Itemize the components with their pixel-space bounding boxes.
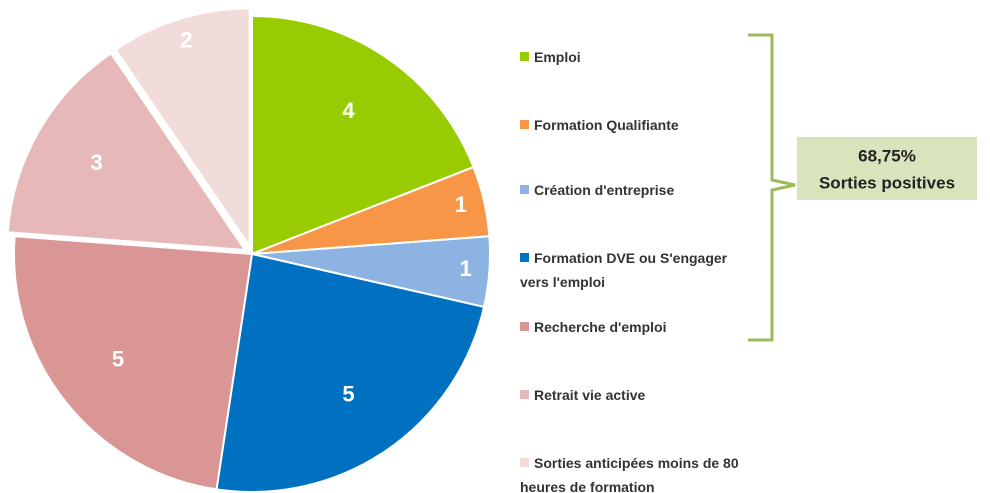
pie-slice — [251, 14, 475, 256]
legend-item: Retrait vie active — [520, 383, 645, 407]
legend-label: Sorties anticipées moins de 80 heures de… — [520, 455, 739, 493]
legend-label: Formation DVE ou S'engager vers l'emploi — [520, 250, 728, 290]
annotation-box — [797, 137, 977, 200]
annotation: Sorties positives — [819, 173, 955, 192]
data-label: 3 — [91, 150, 103, 175]
legend-swatch — [520, 52, 529, 61]
legend-item: Sorties anticipées moins de 80 heures de… — [520, 451, 739, 493]
pie-slice — [6, 51, 248, 252]
data-label: 5 — [112, 347, 124, 372]
data-label: 4 — [342, 98, 355, 123]
legend-swatch — [520, 253, 529, 262]
bracket — [748, 33, 796, 342]
data-label: 1 — [455, 192, 467, 217]
data-label: 2 — [180, 27, 192, 52]
pie-slice — [215, 252, 486, 493]
legend-item: Formation DVE ou S'engager vers l'emploi — [520, 246, 727, 294]
legend-label: Retrait vie active — [534, 387, 646, 403]
legend-swatch — [520, 322, 529, 331]
data-label: 1 — [459, 256, 471, 281]
legend-item: Formation Qualifiante — [520, 113, 679, 137]
legend-swatch — [520, 185, 529, 194]
pie-slice — [114, 7, 251, 250]
annotation: 68,75% — [858, 146, 916, 165]
legend-swatch — [520, 120, 529, 129]
legend-swatch — [520, 390, 529, 399]
pie-slice — [13, 235, 254, 491]
legend-label: Formation Qualifiante — [534, 117, 679, 133]
legend-label: Emploi — [534, 49, 581, 65]
legend-item: Création d'entreprise — [520, 178, 674, 202]
data-label: 5 — [342, 381, 354, 406]
legend-item: Emploi — [520, 45, 581, 69]
legend-item: Recherche d'emploi — [520, 315, 666, 339]
legend-label: Création d'entreprise — [534, 182, 675, 198]
legend-swatch — [520, 458, 529, 467]
legend-label: Recherche d'emploi — [534, 319, 667, 335]
